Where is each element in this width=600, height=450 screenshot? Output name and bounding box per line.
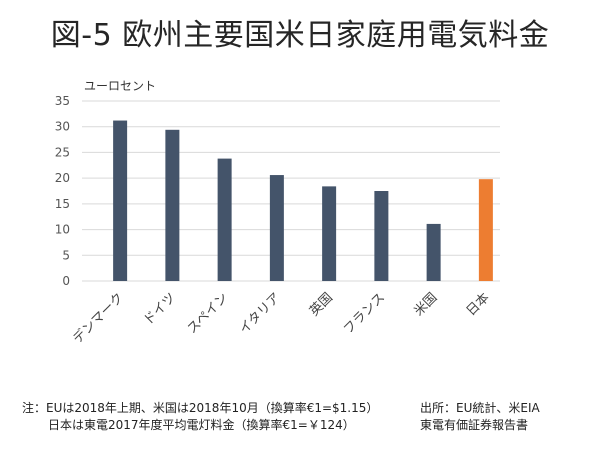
bar-chart: ユーロセント 0 5 10 15 20 25 30 35 デンマーク ドイツ スペイン イタリア 英国… (55, 79, 500, 347)
source-note: 出所：EU統計、米EIA 東電有価証券報告書 (420, 400, 540, 434)
y-axis-unit-label: ユーロセント (84, 79, 156, 93)
bar-4 (269, 175, 284, 281)
x-category-label: イタリア (237, 290, 284, 337)
y-tick-label: 20 (55, 171, 70, 185)
source-line-2: 東電有価証券報告書 (420, 418, 529, 432)
source-line-1: 出所：EU統計、米EIA (420, 401, 540, 415)
bar-3 (217, 158, 232, 281)
y-tick-label: 25 (55, 145, 70, 159)
bar-6 (374, 191, 389, 281)
y-tick-label: 10 (55, 223, 70, 237)
bar-2 (165, 129, 180, 281)
y-tick-label: 35 (55, 94, 70, 108)
y-tick-label: 5 (62, 248, 70, 262)
footnote-line-1: 注：EUは2018年上期、米国は2018年10月（換算率€1=$1.15） (22, 401, 379, 415)
y-tick-label: 15 (55, 197, 70, 211)
x-category-label: スペイン (185, 290, 232, 337)
bars (113, 120, 493, 282)
x-axis-categories: デンマーク ドイツ スペイン イタリア 英国 フランス 米国 日本 (70, 290, 493, 347)
gridlines (82, 100, 500, 282)
chart-title: 図-5 欧州主要国米日家庭用電気料金 (50, 18, 550, 53)
bar-5 (322, 186, 337, 281)
x-category-label: 日本 (464, 290, 493, 319)
x-category-label: 米国 (411, 290, 440, 319)
bar-1 (113, 120, 128, 282)
y-tick-label: 0 (62, 274, 70, 288)
footnote: 注：EUは2018年上期、米国は2018年10月（換算率€1=$1.15） 日本… (22, 400, 378, 434)
bar-7 (426, 223, 441, 281)
x-category-label: フランス (341, 290, 388, 337)
bar-8 (478, 179, 493, 281)
footnote-line-2: 日本は東電2017年度平均電灯料金（換算率€1=￥124） (48, 418, 355, 432)
y-tick-label: 30 (55, 120, 70, 134)
y-axis-ticks: 0 5 10 15 20 25 30 35 (55, 94, 70, 288)
x-category-label: 英国 (307, 290, 336, 319)
x-category-label: デンマーク (70, 290, 127, 347)
x-category-label: ドイツ (141, 290, 179, 328)
